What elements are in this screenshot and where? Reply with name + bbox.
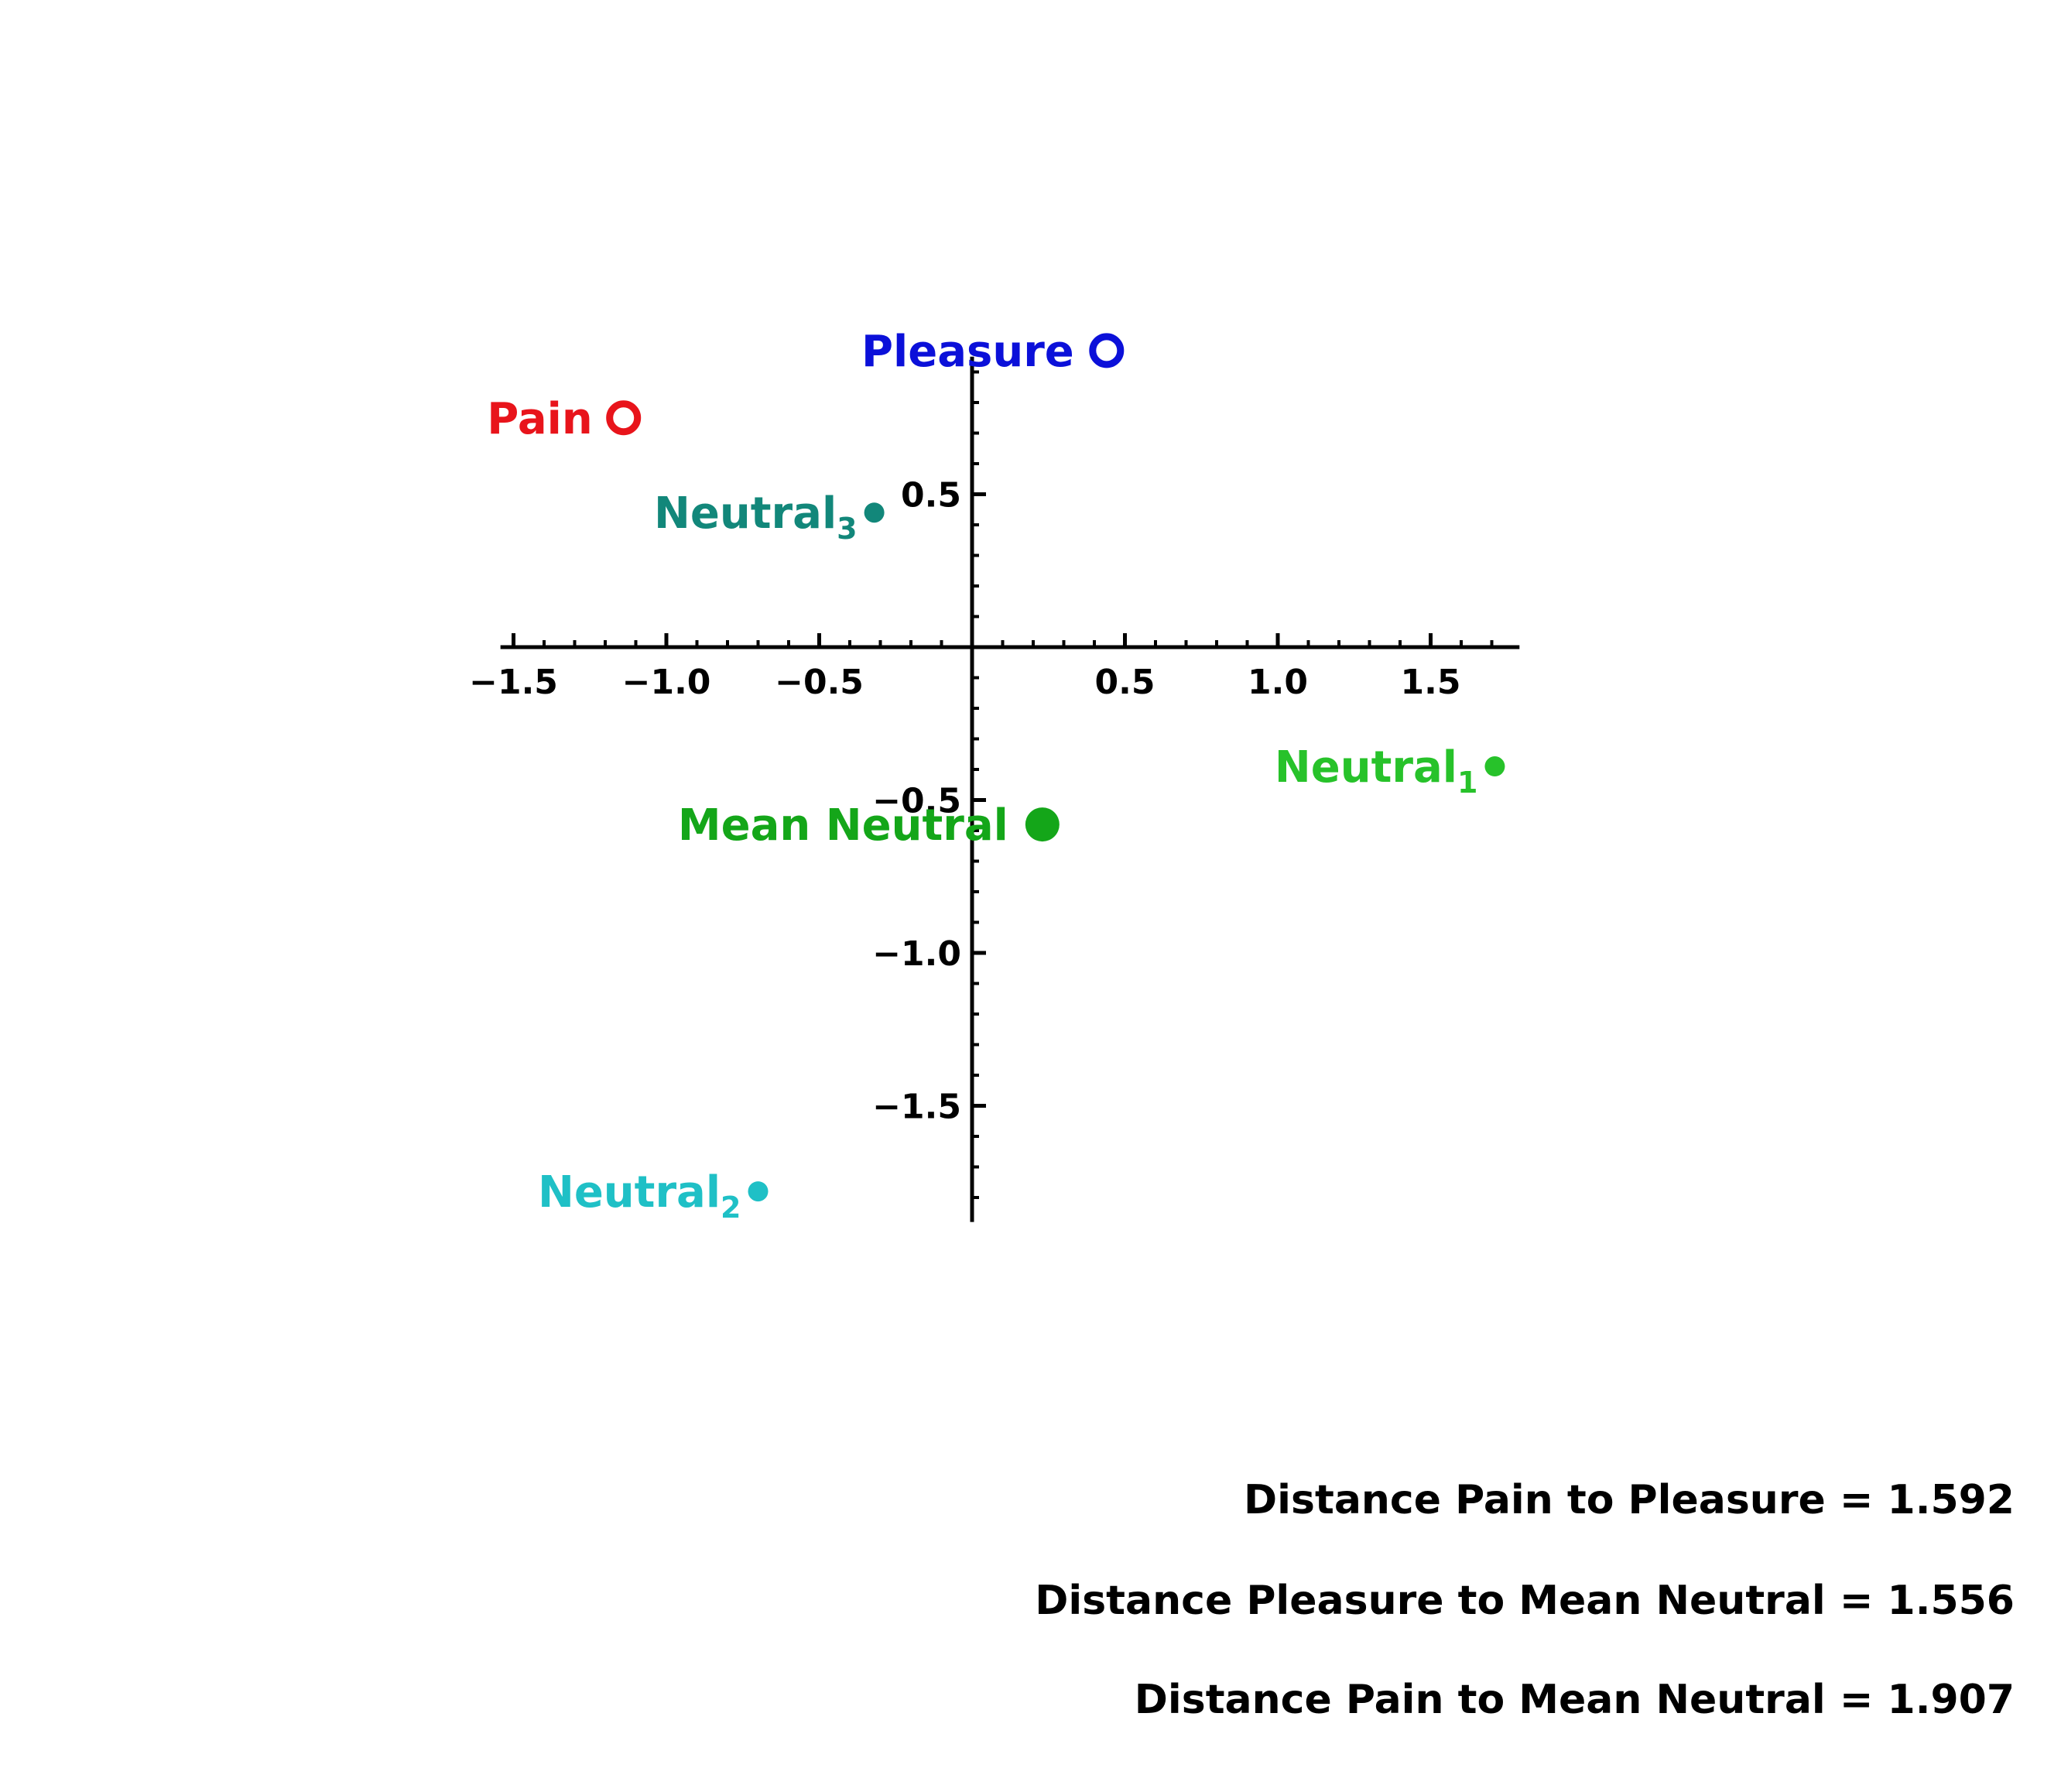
data-points: Pain Pleasure Neutral3 Neutral1 Neutral2 Mean… [487,327,1505,1225]
distance-annotations: Distance Pain to Pleasure = 1.592 Distanc… [1035,1477,2015,1723]
x-tick-label: 0.5 [1095,663,1155,702]
y-tick-label: −1.0 [872,934,961,974]
neutral1-label: Neutral1 [1275,742,1478,800]
distance-annotation: Distance Pain to Mean Neutral = 1.907 [1135,1677,2015,1723]
x-tick-label: −0.5 [775,663,864,702]
y-tick-label: 0.5 [901,476,961,516]
pleasure-marker [1089,333,1125,368]
x-tick-label: −1.0 [622,663,711,702]
neutral2-marker [748,1181,769,1202]
pleasure-label: Pleasure [861,327,1074,377]
axis-ticks: −1.5 −1.0 −0.5 0.5 1.0 1.5 0.5 −0.5 −1.0 −1.5 [469,370,1494,1199]
y-tick-label: −1.5 [872,1088,961,1127]
y-tick-label: −0.5 [872,782,961,821]
neutral3-label: Neutral3 [654,488,858,546]
x-tick-label: 1.0 [1248,663,1308,702]
pain-marker [606,400,642,436]
neutral3-marker [864,502,885,523]
mean-neutral-marker [1025,807,1060,842]
x-tick-label: 1.5 [1401,663,1461,702]
x-tick-label: −1.5 [469,663,558,702]
distance-annotation: Distance Pleasure to Mean Neutral = 1.55… [1035,1578,2015,1624]
distance-annotation: Distance Pain to Pleasure = 1.592 [1244,1477,2015,1523]
pain-label: Pain [487,394,592,444]
neutral2-label: Neutral2 [538,1167,741,1225]
mean-neutral-label: Mean Neutral [678,800,1008,851]
neutral1-marker [1484,756,1505,777]
